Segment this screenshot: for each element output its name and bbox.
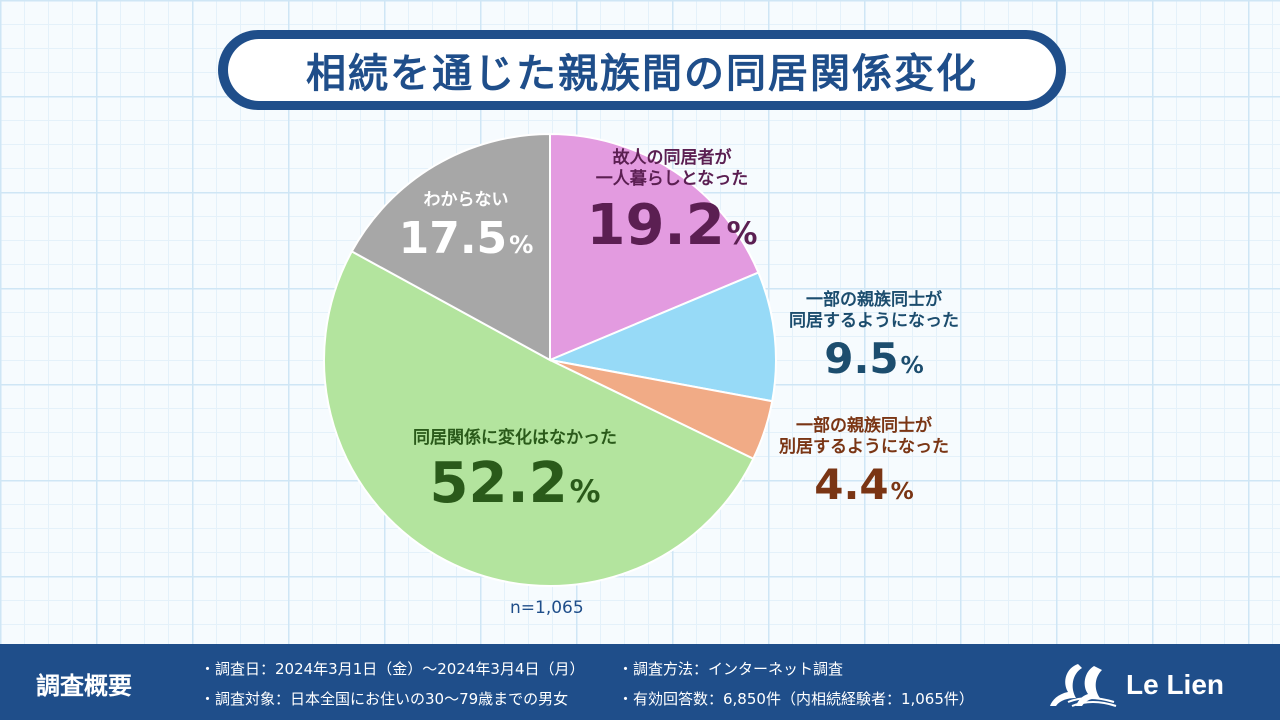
slice-label-line2: 一人暮らしとなった <box>595 169 749 190</box>
slice-value: 4.4% <box>814 459 914 509</box>
slice-value: 9.5% <box>824 333 924 383</box>
slice-value: 19.2% <box>586 192 758 258</box>
slice-label-started-living-apart: 一部の親族同士が 別居するようになった 4.4% <box>764 416 964 511</box>
pie-slice-unknown <box>350 132 551 362</box>
survey-method: ・調査方法：インターネット調査 <box>618 660 844 678</box>
page-title: 相続を通じた親族間の同居関係変化 <box>228 39 1056 101</box>
slice-label-line2: 同居するようになった <box>789 311 959 332</box>
slice-value: 17.5% <box>398 213 534 265</box>
title-banner: 相続を通じた親族間の同居関係変化 <box>218 30 1066 110</box>
slice-label-line1: わからない <box>423 190 509 210</box>
slice-label-started-cohabiting: 一部の親族同士が 同居するようになった 9.5% <box>776 290 972 385</box>
slice-label-line1: 一部の親族同士が <box>796 416 932 436</box>
survey-date: ・調査日：2024年3月1日（金）～2024年3月4日（月） <box>200 660 585 678</box>
le-lien-logo-icon <box>1049 664 1117 707</box>
slice-label-no-change: 同居関係に変化はなかった 52.2% <box>380 428 650 519</box>
slice-label-line1: 一部の親族同士が <box>806 290 942 310</box>
slice-label-unknown: わからない 17.5% <box>396 190 536 266</box>
slice-label-line1: 故人の同居者が <box>612 148 732 168</box>
slice-label-line2: 別居するようになった <box>779 437 949 458</box>
sample-size: n=1,065 <box>510 598 584 618</box>
slice-value: 52.2% <box>429 451 601 517</box>
survey-summary-title: 調査概要 <box>36 672 132 700</box>
survey-responses: ・有効回答数：6,850件（内相続経験者：1,065件） <box>618 690 974 708</box>
survey-target: ・調査対象：日本全国にお住いの30～79歳までの男女 <box>200 690 569 708</box>
slice-label-line1: 同居関係に変化はなかった <box>413 428 617 448</box>
brand-name: Le Lien <box>1125 669 1224 700</box>
pie-slice-living-alone <box>549 132 760 362</box>
pie-slice-no-change <box>323 250 755 587</box>
brand-logo: Le Lien <box>1048 660 1224 710</box>
slice-label-living-alone: 故人の同居者が 一人暮らしとなった 19.2% <box>572 148 772 261</box>
pie-slice-started-cohabiting <box>546 271 777 403</box>
footer: 調査概要 ・調査日：2024年3月1日（金）～2024年3月4日（月） ・調査対… <box>0 644 1280 720</box>
